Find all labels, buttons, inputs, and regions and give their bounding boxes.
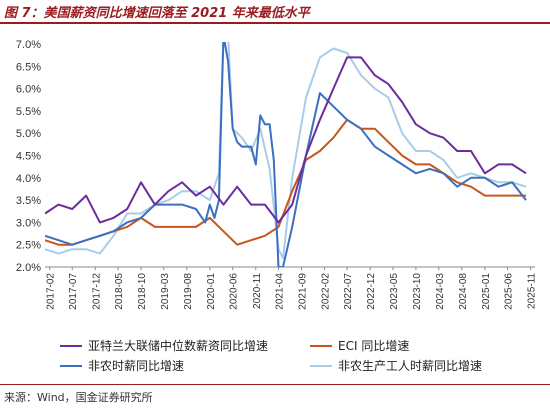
y-tick-label: 6.5% — [16, 61, 41, 73]
legend-label-production-hourly: 非农生产工人时薪同比增速 — [338, 359, 483, 373]
x-tick-label: 2022-12 — [366, 273, 377, 310]
bottom-rule — [0, 384, 550, 385]
legend-label-nonfarm-hourly: 非农时薪同比增速 — [88, 359, 185, 373]
x-tick-label: 2025-06 — [504, 273, 515, 310]
x-axis: 2017-02 2017-07 2017-12 2018-05 2018-10 2019-… — [46, 267, 538, 310]
x-tick-label: 2023-10 — [412, 273, 423, 310]
legend-swatch-atlanta — [60, 344, 82, 347]
series-line-nonfarm-hourly — [45, 42, 527, 267]
x-tick-label: 2020-11 — [252, 273, 263, 309]
y-tick-label: 4.5% — [16, 151, 41, 163]
series-layer — [45, 42, 527, 267]
x-tick-label: 2019-08 — [183, 273, 194, 310]
line-chart: 2.0% 2.5% 3.0% 3.5% 4.0% 4.5% 5.0% 5.5% 6.0% 6.5%… — [16, 39, 538, 310]
x-tick-label: 2022-02 — [321, 273, 332, 310]
y-tick-label: 2.0% — [16, 262, 41, 274]
x-tick-label: 2025-11 — [527, 273, 538, 309]
x-tick-label: 2025-01 — [481, 273, 492, 310]
legend-swatch-eci — [310, 344, 332, 347]
y-tick-label: 6.0% — [16, 84, 41, 96]
x-tick-label: 2020-06 — [229, 273, 240, 310]
y-axis: 2.0% 2.5% 3.0% 3.5% 4.0% 4.5% 5.0% 5.5% 6.0% 6.5%… — [16, 39, 41, 274]
x-tick-label: 2024-03 — [435, 273, 446, 310]
y-tick-label: 3.5% — [16, 195, 41, 207]
x-tick-label: 2018-10 — [137, 273, 148, 310]
legend-item-nonfarm-hourly: 非农时薪同比增速 — [60, 357, 184, 374]
legend-swatch-nonfarm-hourly — [60, 364, 82, 367]
x-tick-label: 2021-04 — [274, 273, 285, 310]
x-tick-label: 2024-08 — [458, 273, 469, 310]
x-tick-label: 2017-12 — [91, 273, 102, 310]
legend: 亚特兰大联储中位数薪资同比增速 ECI 同比增速 非农时薪同比增速 非农生产工人… — [60, 333, 540, 381]
figure-title: 图 7：美国薪资同比增速回落至 2021 年来最低水平 — [4, 6, 310, 21]
x-tick-label: 2019-03 — [160, 273, 171, 310]
y-tick-label: 4.0% — [16, 173, 41, 185]
legend-swatch-production-hourly — [310, 364, 332, 367]
legend-item-eci: ECI 同比增速 — [310, 337, 409, 354]
x-tick-label: 2017-02 — [46, 273, 57, 310]
x-tick-label: 2020-01 — [206, 273, 217, 310]
legend-label-atlanta: 亚特兰大联储中位数薪资同比增速 — [88, 339, 269, 353]
y-tick-label: 3.0% — [16, 217, 41, 229]
y-tick-label: 5.5% — [16, 106, 41, 118]
x-tick-label: 2023-05 — [389, 273, 400, 310]
legend-item-atlanta: 亚特兰大联储中位数薪资同比增速 — [60, 337, 268, 354]
y-tick-label: 7.0% — [16, 39, 41, 51]
x-tick-label: 2018-05 — [114, 273, 125, 310]
series-line-production-hourly — [45, 42, 527, 260]
x-tick-label: 2021-09 — [298, 273, 309, 310]
legend-label-eci: ECI 同比增速 — [338, 339, 410, 353]
legend-item-production-hourly: 非农生产工人时薪同比增速 — [310, 357, 482, 374]
y-tick-label: 5.0% — [16, 128, 41, 140]
title-rule — [0, 22, 550, 24]
x-tick-label: 2022-07 — [343, 273, 354, 310]
x-tick-label: 2017-07 — [68, 273, 79, 310]
y-tick-label: 2.5% — [16, 240, 41, 252]
series-line-atlanta — [45, 56, 527, 224]
source-note: 来源：Wind，国金证券研究所 — [4, 391, 153, 404]
